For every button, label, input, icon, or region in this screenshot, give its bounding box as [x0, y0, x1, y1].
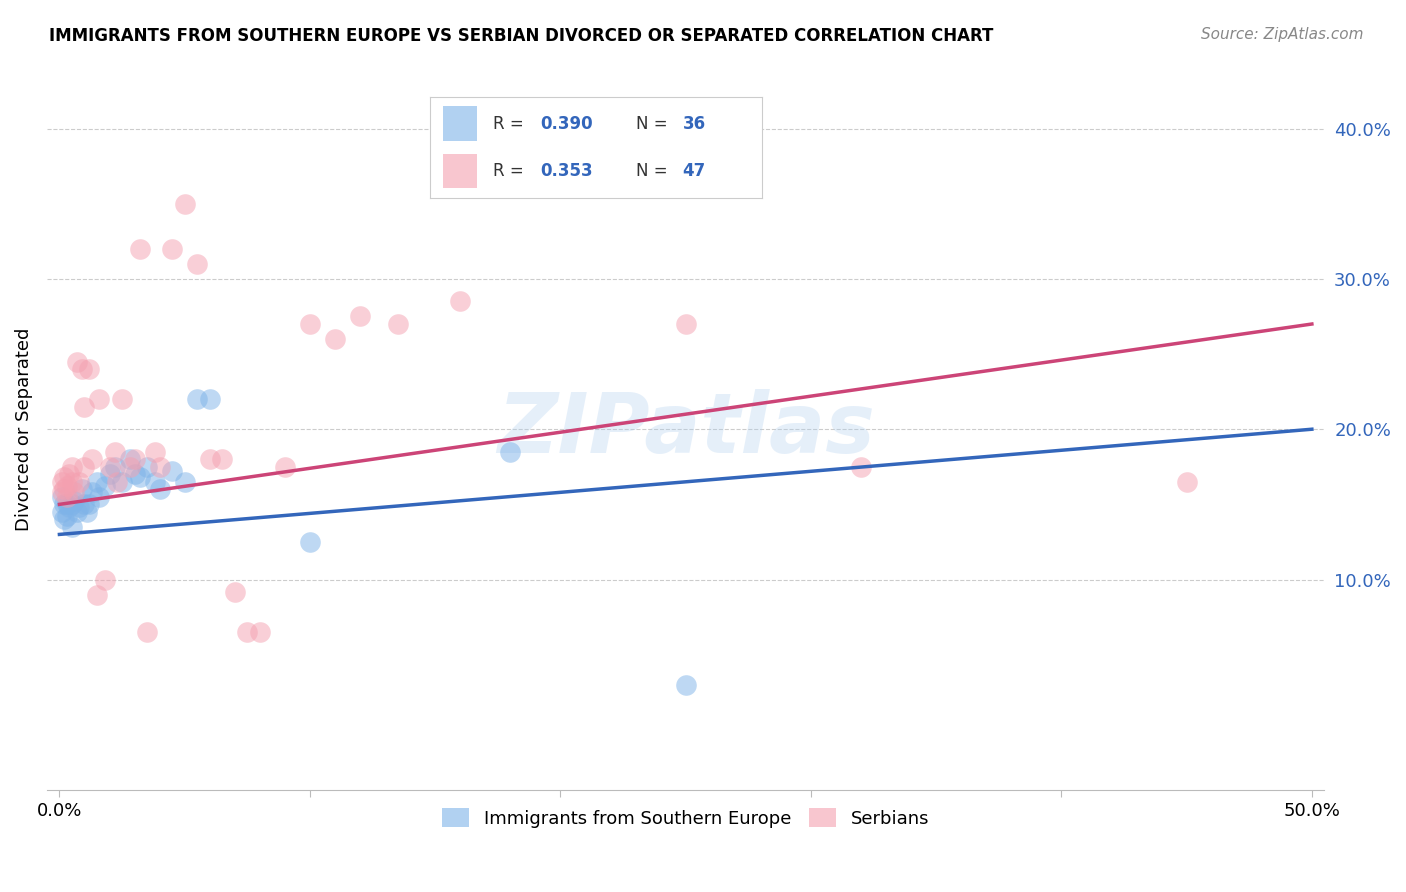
Point — [86, 588, 108, 602]
Point — [93, 479, 115, 493]
Point — [98, 459, 121, 474]
Point — [149, 459, 172, 474]
Point — [56, 509, 79, 524]
Point — [499, 444, 522, 458]
Point — [98, 467, 121, 482]
Point — [51, 490, 73, 504]
Point — [173, 475, 195, 489]
Point — [124, 467, 146, 482]
Point — [849, 459, 872, 474]
Point — [53, 470, 76, 484]
Point — [675, 317, 697, 331]
Text: ZIPatlas: ZIPatlas — [496, 389, 875, 470]
Point — [124, 452, 146, 467]
Point — [51, 475, 73, 489]
Point — [63, 494, 86, 508]
Point — [136, 459, 159, 474]
Point — [80, 452, 103, 467]
Point — [70, 362, 93, 376]
Point — [60, 475, 83, 489]
Point — [79, 362, 101, 376]
Point — [323, 332, 346, 346]
Point — [53, 483, 76, 497]
Point — [63, 485, 86, 500]
Point — [211, 452, 233, 467]
Point — [89, 392, 111, 406]
Text: Source: ZipAtlas.com: Source: ZipAtlas.com — [1201, 27, 1364, 42]
Legend: Immigrants from Southern Europe, Serbians: Immigrants from Southern Europe, Serbian… — [434, 801, 936, 835]
Point — [73, 400, 96, 414]
Point — [387, 317, 409, 331]
Point — [105, 475, 128, 489]
Point — [349, 310, 371, 324]
Point — [60, 459, 83, 474]
Point — [186, 257, 208, 271]
Point — [173, 196, 195, 211]
Point — [86, 475, 108, 489]
Point — [58, 500, 80, 515]
Point — [79, 497, 101, 511]
Point — [136, 625, 159, 640]
Point — [66, 354, 89, 368]
Point — [186, 392, 208, 406]
Point — [675, 678, 697, 692]
Point — [56, 490, 79, 504]
Point — [118, 459, 141, 474]
Point — [118, 452, 141, 467]
Point — [51, 485, 73, 500]
Point — [56, 479, 79, 493]
Point — [143, 444, 166, 458]
Point — [149, 483, 172, 497]
Y-axis label: Divorced or Separated: Divorced or Separated — [15, 327, 32, 531]
Point — [93, 573, 115, 587]
Point — [160, 464, 183, 478]
Point — [198, 452, 221, 467]
Point — [73, 497, 96, 511]
Point — [69, 475, 91, 489]
Point — [274, 459, 297, 474]
Point — [103, 459, 125, 474]
Point — [111, 392, 134, 406]
Point — [1175, 475, 1198, 489]
Point — [128, 242, 150, 256]
Point — [76, 505, 98, 519]
Point — [58, 467, 80, 482]
Point — [198, 392, 221, 406]
Point — [298, 535, 321, 549]
Point — [128, 470, 150, 484]
Point — [80, 485, 103, 500]
Point — [249, 625, 271, 640]
Point — [143, 475, 166, 489]
Point — [70, 483, 93, 497]
Text: IMMIGRANTS FROM SOUTHERN EUROPE VS SERBIAN DIVORCED OR SEPARATED CORRELATION CHA: IMMIGRANTS FROM SOUTHERN EUROPE VS SERBI… — [49, 27, 994, 45]
Point — [89, 490, 111, 504]
Point — [449, 294, 471, 309]
Point — [69, 500, 91, 515]
Point — [73, 459, 96, 474]
Point — [298, 317, 321, 331]
Point — [60, 520, 83, 534]
Point — [160, 242, 183, 256]
Point — [236, 625, 259, 640]
Point — [53, 497, 76, 511]
Point — [53, 512, 76, 526]
Point — [111, 475, 134, 489]
Point — [60, 497, 83, 511]
Point — [66, 505, 89, 519]
Point — [51, 505, 73, 519]
Point — [56, 497, 79, 511]
Point — [103, 444, 125, 458]
Point — [224, 584, 246, 599]
